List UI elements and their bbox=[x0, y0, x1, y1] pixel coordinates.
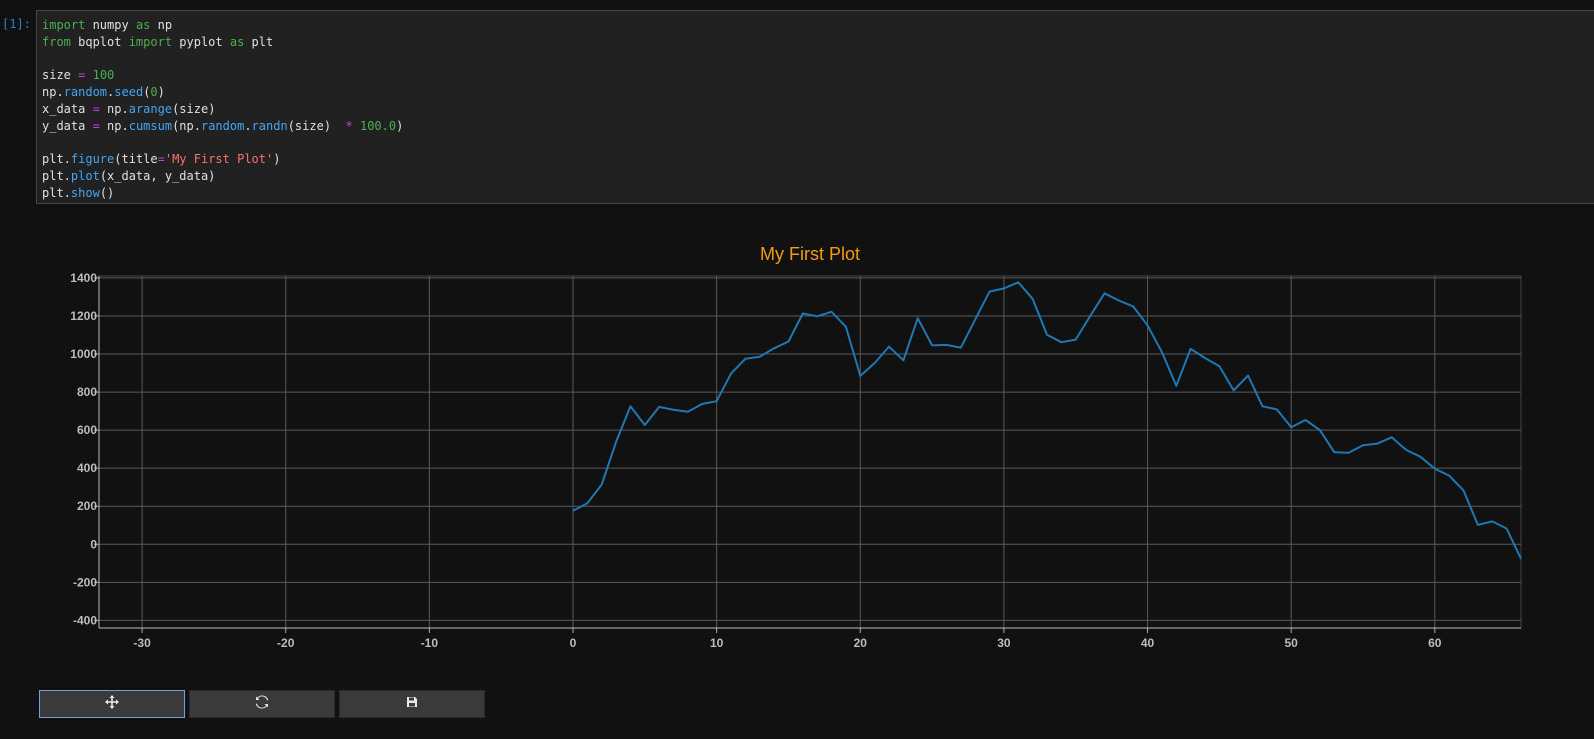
y-tick-label: -200 bbox=[73, 575, 97, 589]
plot-area bbox=[98, 275, 1522, 629]
y-tick-label: -400 bbox=[73, 613, 97, 627]
line-chart[interactable]: -30 -20 -10 0 10 20 30 40 50 60 -400 -200 0 200 400 600… bbox=[0, 230, 1594, 650]
code-line: from bqplot import pyplot as plt bbox=[42, 34, 274, 49]
y-tick-label: 1400 bbox=[70, 271, 97, 285]
plot-title: My First Plot bbox=[759, 244, 860, 264]
save-icon bbox=[406, 696, 418, 712]
x-tick-label: 0 bbox=[570, 636, 577, 650]
execution-prompt: [1]: bbox=[2, 17, 31, 31]
code-line: plt.figure(title='My First Plot') bbox=[42, 152, 281, 167]
x-tick-label: 60 bbox=[1428, 636, 1442, 650]
code-line bbox=[42, 135, 1594, 152]
figure-toolbar bbox=[39, 690, 485, 718]
code-line: plt.show() bbox=[42, 185, 115, 200]
y-tick-label: 1200 bbox=[70, 309, 97, 323]
x-tick-label: -20 bbox=[277, 636, 295, 650]
y-tick-label: 400 bbox=[77, 461, 97, 475]
code-line: plt.plot(x_data, y_data) bbox=[42, 169, 216, 184]
code-line: np.random.seed(0) bbox=[42, 85, 165, 100]
x-tick-label: 30 bbox=[997, 636, 1011, 650]
code-line bbox=[42, 51, 1594, 68]
code-line: y_data = np.cumsum(np.random.randn(size)… bbox=[42, 118, 404, 133]
move-icon bbox=[105, 695, 119, 713]
y-tick-label: 800 bbox=[77, 385, 97, 399]
x-tick-label: 40 bbox=[1141, 636, 1155, 650]
save-button[interactable] bbox=[339, 690, 485, 718]
x-tick-label: 20 bbox=[854, 636, 868, 650]
code-line: import numpy as np bbox=[42, 18, 173, 32]
code-line: size = 100 bbox=[42, 68, 115, 83]
series-line[interactable] bbox=[572, 281, 1522, 560]
bqplot-figure: My First Plot -30 -20 -10 0 10 20 30 40 50 60 -400… bbox=[0, 230, 1594, 650]
code-editor[interactable]: import numpy as np from bqplot import pyp… bbox=[36, 10, 1594, 204]
x-tick-label: -30 bbox=[133, 636, 151, 650]
x-tick-label: -10 bbox=[421, 636, 439, 650]
y-tick-label: 1000 bbox=[70, 347, 97, 361]
x-tick-label: 50 bbox=[1285, 636, 1299, 650]
y-tick-label: 600 bbox=[77, 423, 97, 437]
refresh-button[interactable] bbox=[189, 690, 335, 718]
x-tick-label: 10 bbox=[710, 636, 724, 650]
move-button[interactable] bbox=[39, 690, 185, 718]
code-line: x_data = np.arange(size) bbox=[42, 101, 216, 116]
y-tick-label: 200 bbox=[77, 499, 97, 513]
y-tick-label: 0 bbox=[90, 537, 97, 551]
refresh-icon bbox=[255, 695, 269, 713]
